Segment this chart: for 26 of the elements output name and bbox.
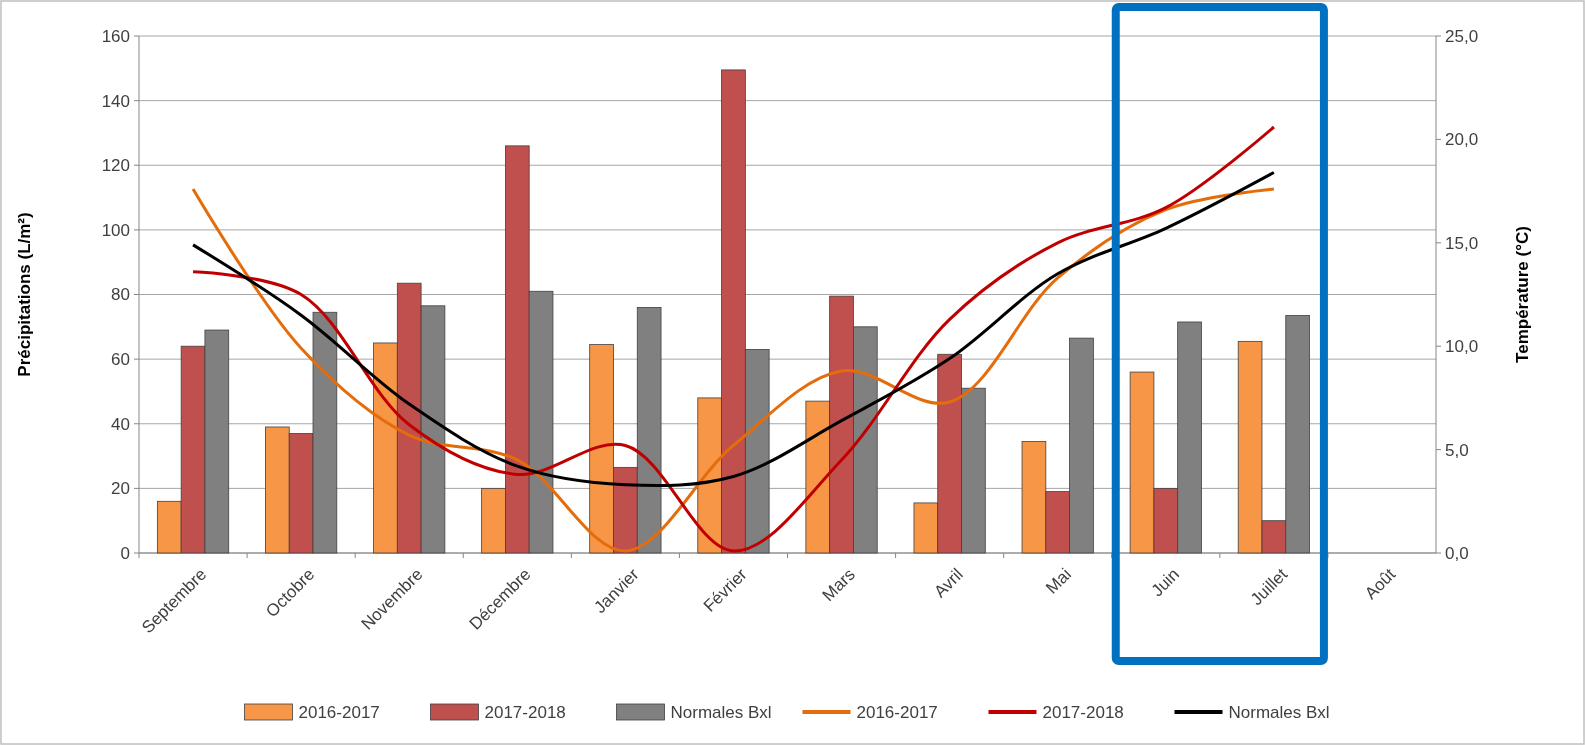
- y-tick-label: 0: [120, 543, 130, 563]
- y-axis-title: Précipitations (L/m²): [15, 212, 34, 377]
- y-tick-label: 20: [111, 479, 130, 499]
- y2-axis-title: Température (°C): [1513, 226, 1532, 363]
- y-tick-label: 100: [101, 220, 130, 240]
- y-tick-label: 60: [111, 350, 130, 370]
- y2-tick-label: 15,0: [1445, 233, 1479, 253]
- x-tick-label: Mai: [1042, 564, 1075, 598]
- y2-tick-label: 20,0: [1445, 130, 1479, 150]
- legend-label: Normales Bxl: [1228, 702, 1330, 722]
- x-tick-label: Juin: [1147, 564, 1184, 601]
- y-tick-label: 80: [111, 285, 130, 305]
- y2-tick-label: 25,0: [1445, 26, 1479, 46]
- legend-label: 2017-2018: [484, 702, 566, 722]
- line-series: [191, 170, 1276, 488]
- y-tick-label: 40: [111, 414, 130, 434]
- legend-label: 2016-2017: [298, 702, 380, 722]
- y2-tick-label: 0,0: [1445, 543, 1469, 563]
- y2-tick-label: 10,0: [1445, 337, 1479, 357]
- y2-tick-label: 5,0: [1445, 440, 1469, 460]
- y-tick-label: 160: [101, 26, 130, 46]
- legend-label: 2016-2017: [856, 702, 938, 722]
- y-tick-label: 140: [101, 91, 130, 111]
- y-tick-label: 120: [101, 156, 130, 176]
- legend-label: 2017-2018: [1042, 702, 1124, 722]
- legend-label: Normales Bxl: [670, 702, 772, 722]
